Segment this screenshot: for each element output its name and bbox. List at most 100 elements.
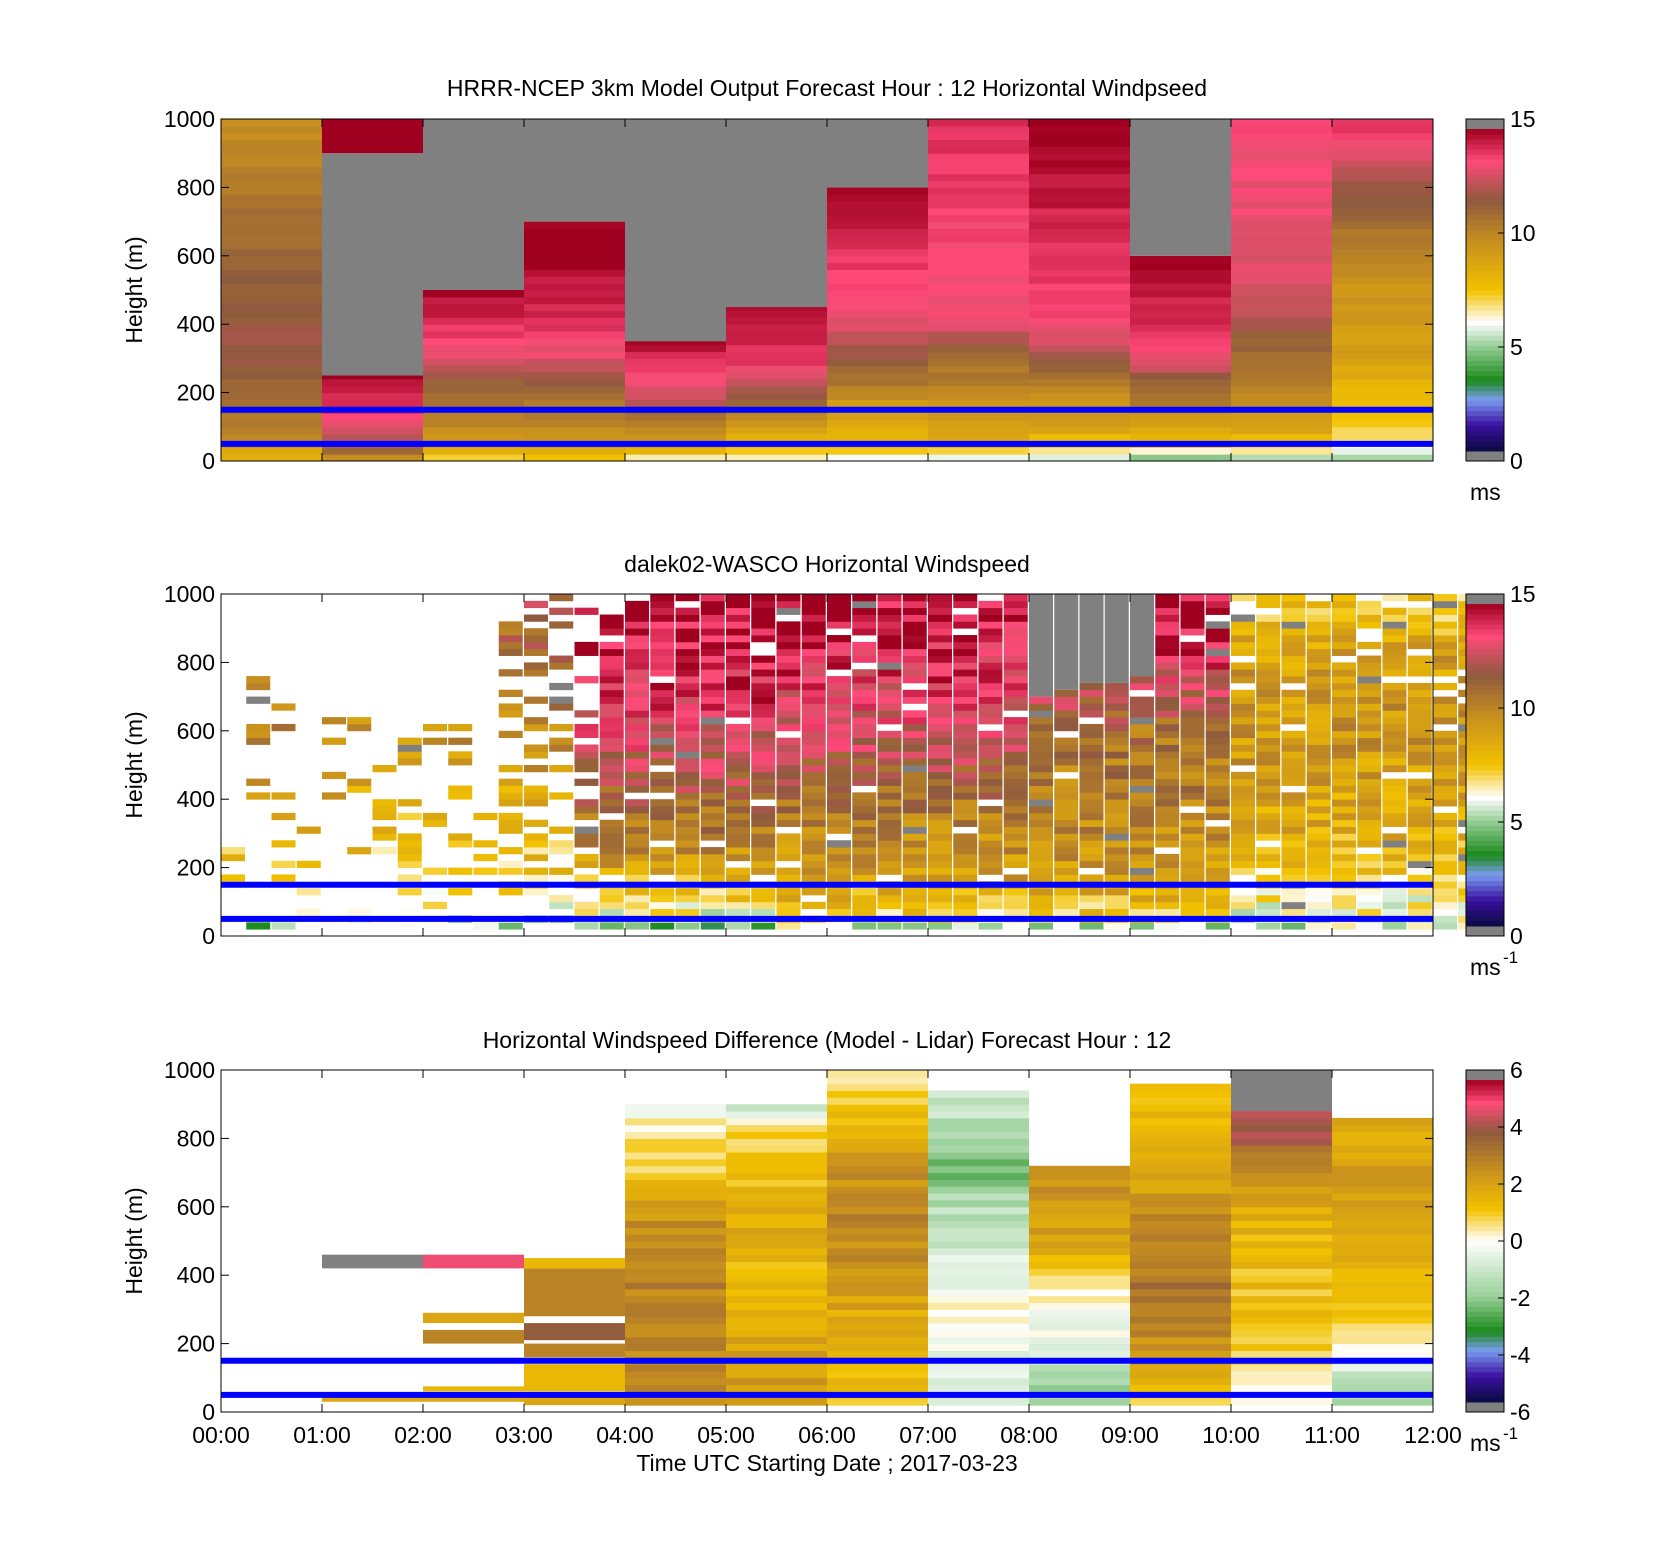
- lidar-cell: [246, 676, 271, 684]
- lidar-cell: [524, 785, 548, 793]
- lidar-cell: [1155, 901, 1180, 910]
- difference-cell: [1029, 1206, 1130, 1215]
- lidar-cell: [625, 703, 649, 711]
- model-cell: [928, 187, 1029, 195]
- model-cell: [928, 201, 1029, 209]
- colorbar-segment: [1466, 244, 1504, 251]
- lidar-cell: [700, 689, 725, 697]
- lidar-cell: [928, 682, 952, 691]
- model-cell: [928, 228, 1029, 236]
- model-cell: [1130, 324, 1231, 332]
- difference-cell: [1231, 1186, 1332, 1194]
- model-cell: [928, 160, 1029, 168]
- lidar-cell: [599, 867, 624, 875]
- model-cell: [1029, 351, 1130, 359]
- model-cell: [221, 324, 322, 332]
- lidar-cell: [700, 600, 725, 609]
- colorbar-segment: [1466, 269, 1504, 276]
- lidar-cell: [953, 751, 978, 759]
- lidar-cell: [246, 922, 271, 930]
- lidar-cell: [1332, 908, 1356, 916]
- lidar-cell: [1357, 812, 1382, 821]
- lidar-cell: [852, 867, 877, 875]
- lidar-cell: [1130, 792, 1154, 800]
- lidar-cell: [1407, 894, 1432, 903]
- colorbar-segment: [1466, 719, 1504, 726]
- difference-x-axis: 00:00 01:00 02:00 03:00 04:00 05:00 06:00 07:00…: [192, 1070, 1462, 1448]
- lidar-cell: [776, 655, 801, 663]
- model-cell: [1231, 392, 1332, 400]
- lidar-cell: [599, 744, 624, 752]
- colorbar-tick-label: 10: [1510, 220, 1536, 246]
- colorbar-segment: [1466, 179, 1504, 185]
- lidar-cell: [801, 826, 826, 834]
- difference-cell: [726, 1172, 827, 1180]
- lidar-cell: [852, 840, 877, 848]
- lidar-cell: [1079, 689, 1104, 697]
- lidar-cell: [1180, 874, 1205, 882]
- lidar-cell: [1433, 628, 1457, 636]
- lidar-cell: [953, 765, 978, 773]
- lidar-cell: [1433, 847, 1457, 855]
- model-cell: [1231, 447, 1332, 455]
- colorbar-tick-label: 5: [1510, 334, 1523, 360]
- difference-cell: [928, 1370, 1029, 1379]
- lidar-cell: [1433, 922, 1457, 930]
- model-cell: [1332, 290, 1433, 298]
- lidar-cell: [1281, 847, 1306, 855]
- model-cell: [423, 344, 524, 353]
- colorbar-segment: [1466, 144, 1504, 150]
- lidar-cell: [877, 614, 902, 622]
- model-cell: [1332, 392, 1433, 400]
- difference-cell: [1332, 1172, 1433, 1180]
- model-cell: [1029, 187, 1130, 195]
- lidar-cell: [928, 669, 952, 677]
- lidar-cell: [953, 730, 978, 739]
- lidar-cell: [549, 682, 574, 691]
- lidar-cell: [1433, 696, 1457, 704]
- lidar-cell: [902, 648, 927, 656]
- difference-cell: [928, 1343, 1029, 1351]
- lidar-cell: [1306, 867, 1331, 875]
- lidar-cell: [1306, 765, 1331, 773]
- colorbar-segment: [1466, 865, 1504, 872]
- lidar-cell: [246, 723, 271, 732]
- lidar-cell: [953, 662, 978, 670]
- difference-cell: [1332, 1213, 1433, 1221]
- lidar-cell: [953, 723, 978, 732]
- model-cell: [1029, 160, 1130, 168]
- model-cell: [221, 392, 322, 400]
- lidar-cell: [1079, 908, 1104, 916]
- lidar-cell: [852, 806, 877, 814]
- lidar-cell: [877, 833, 902, 841]
- lidar-cell: [1180, 778, 1205, 786]
- colorbar-segment: [1466, 305, 1504, 311]
- lidar-cell: [1079, 806, 1104, 814]
- lidar-cell: [675, 758, 700, 766]
- colorbar-segment: [1466, 129, 1504, 135]
- lidar-cell: [650, 785, 675, 793]
- lidar-cell: [574, 908, 599, 916]
- model-cell: [1332, 201, 1433, 209]
- model-cell: [726, 433, 827, 441]
- lidar-cell: [928, 874, 952, 882]
- lidar-cell: [625, 778, 649, 786]
- colorbar-segment: [1466, 435, 1504, 442]
- lidar-cell: [1104, 737, 1129, 745]
- model-cell: [827, 269, 928, 277]
- lidar-cell: [751, 703, 776, 711]
- difference-cell: [1332, 1350, 1433, 1358]
- colorbar-segment: [1466, 1311, 1504, 1317]
- difference-cell: [1231, 1111, 1332, 1119]
- colorbar-segment: [1466, 1175, 1504, 1182]
- difference-cell: [726, 1165, 827, 1174]
- difference-cell: [1029, 1370, 1130, 1379]
- lidar-cell: [1281, 853, 1306, 862]
- model-cell: [1029, 378, 1130, 387]
- lidar-cell: [1231, 669, 1255, 677]
- lidar-cell: [751, 607, 776, 615]
- lidar-cell: [877, 635, 902, 643]
- difference-cell: [625, 1275, 726, 1283]
- lidar-cell: [877, 641, 902, 650]
